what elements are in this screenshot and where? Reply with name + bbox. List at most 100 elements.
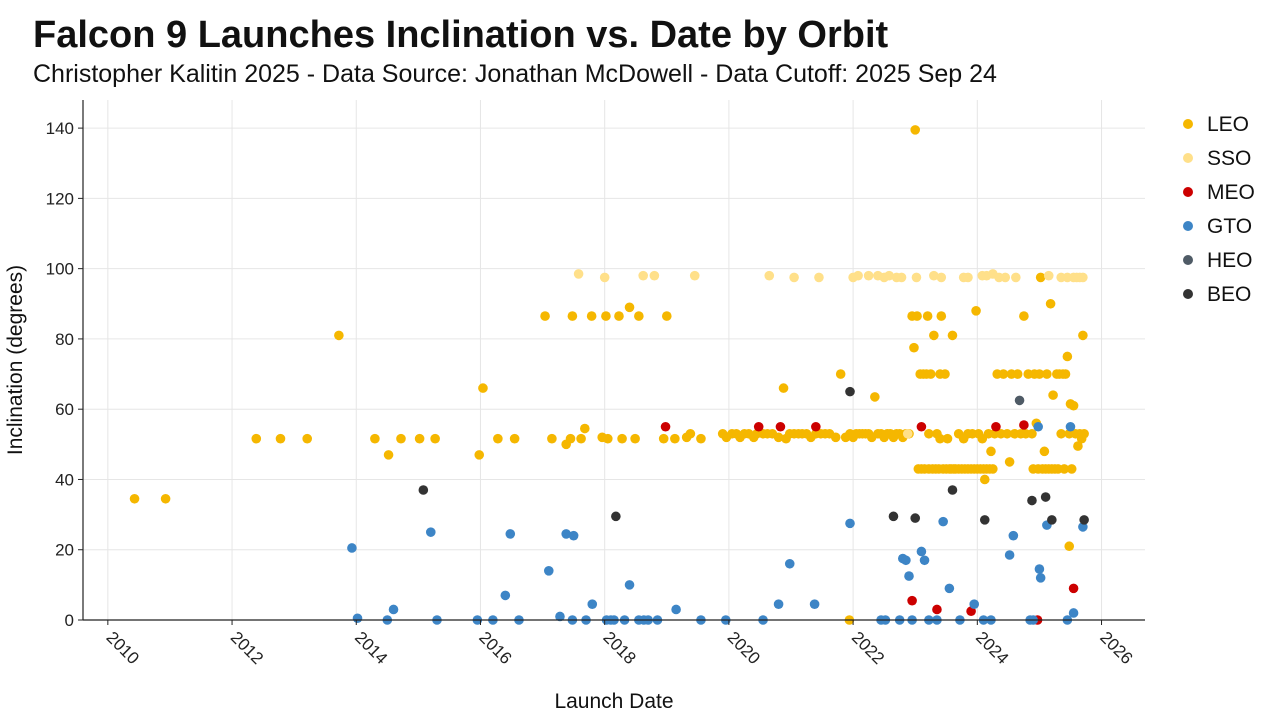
data-point-beo: [1040, 492, 1051, 502]
data-point-sso: [1011, 272, 1021, 283]
data-point-leo: [478, 383, 488, 393]
legend-marker: [1183, 255, 1193, 265]
data-point-sso: [1078, 272, 1088, 283]
data-point-leo: [940, 369, 950, 379]
legend-marker: [1183, 221, 1193, 231]
data-point-leo: [396, 433, 406, 444]
data-point-gto: [904, 571, 914, 581]
legend[interactable]: LEO SSO MEO GTO HEO BEO: [1183, 113, 1255, 306]
data-point-leo: [630, 433, 640, 444]
data-point-leo: [430, 433, 440, 444]
legend-label: HEO: [1207, 249, 1253, 272]
data-point-leo: [685, 428, 696, 439]
legend-item-sso[interactable]: SSO: [1183, 147, 1251, 170]
data-point-beo: [611, 511, 621, 522]
x-tick-label: 2022: [848, 628, 888, 668]
data-point-leo: [1066, 464, 1077, 474]
data-point-leo: [947, 330, 958, 341]
data-point-leo: [1027, 428, 1037, 439]
data-point-meo: [916, 421, 927, 432]
data-point-leo: [129, 493, 140, 504]
y-tick-label: 80: [55, 330, 74, 349]
data-point-leo: [1039, 446, 1050, 457]
data-point-leo: [922, 311, 933, 321]
data-point-gto: [944, 583, 955, 594]
y-axis-label: Inclination (degrees): [4, 265, 27, 455]
data-point-gto: [1033, 421, 1043, 432]
data-point-meo: [991, 421, 1001, 432]
data-point-leo: [1035, 272, 1046, 283]
axes: [82, 100, 1145, 621]
data-point-leo: [634, 311, 644, 321]
x-tick-label: 2018: [599, 628, 639, 668]
y-tick-label: 140: [46, 119, 74, 138]
data-point-sso: [863, 270, 874, 281]
data-point-leo: [1019, 311, 1029, 321]
data-point-leo: [1073, 441, 1083, 451]
legend-item-beo[interactable]: BEO: [1183, 283, 1251, 306]
data-point-gto: [938, 516, 948, 527]
legend-label: SSO: [1207, 147, 1251, 170]
data-point-leo: [251, 433, 262, 444]
data-point-leo: [493, 433, 503, 444]
data-point-meo: [775, 421, 786, 432]
data-point-beo: [979, 515, 990, 525]
data-point-leo: [1045, 298, 1056, 309]
data-point-leo: [1079, 428, 1089, 439]
data-point-leo: [986, 446, 996, 457]
data-point-meo: [753, 421, 764, 432]
legend-marker: [1183, 153, 1193, 163]
data-point-leo: [1002, 428, 1012, 439]
data-point-leo: [576, 433, 586, 444]
x-tick-labels: 2010 2012 2014 2016 2018 2020 2022 2024 2026: [103, 620, 1136, 668]
data-point-sso: [896, 272, 907, 283]
data-point-leo: [302, 433, 313, 444]
x-tick-label: 2012: [227, 628, 267, 668]
legend-label: BEO: [1207, 283, 1251, 306]
data-point-leo: [929, 330, 939, 341]
data-point-sso: [902, 428, 913, 439]
legend-item-heo[interactable]: HEO: [1183, 249, 1253, 272]
y-tick-label: 120: [46, 189, 74, 208]
data-point-gto: [919, 555, 930, 566]
data-point-leo: [540, 311, 550, 321]
data-point-gto: [773, 599, 784, 609]
data-point-leo: [942, 433, 953, 444]
data-point-leo: [1034, 369, 1045, 379]
data-point-leo: [1056, 428, 1066, 439]
data-point-leo: [971, 306, 981, 316]
data-point-leo: [160, 493, 171, 504]
data-point-leo: [912, 311, 922, 321]
data-point-gto: [916, 546, 927, 557]
data-point-beo: [1079, 515, 1089, 525]
data-point-sso: [1043, 270, 1054, 281]
data-point-leo: [1059, 464, 1070, 474]
data-point-leo: [936, 311, 947, 321]
legend-item-meo[interactable]: MEO: [1183, 181, 1255, 204]
legend-item-leo[interactable]: LEO: [1183, 113, 1249, 136]
data-point-gto: [1035, 573, 1046, 583]
x-tick-label: 2024: [972, 628, 1012, 668]
data-point-sso: [936, 272, 947, 283]
data-point-leo: [414, 433, 425, 444]
data-point-leo: [580, 423, 590, 434]
legend-item-gto[interactable]: GTO: [1183, 215, 1252, 238]
data-point-leo: [565, 433, 576, 444]
legend-label: MEO: [1207, 181, 1255, 204]
data-point-gto: [1008, 530, 1019, 541]
y-tick-label: 20: [55, 541, 74, 560]
data-point-sso: [764, 270, 775, 281]
data-point-beo: [947, 485, 958, 495]
data-point-sso: [814, 272, 824, 283]
data-point-leo: [658, 433, 669, 444]
data-point-gto: [969, 599, 980, 609]
legend-marker: [1183, 289, 1193, 299]
data-point-gto: [1065, 421, 1076, 432]
data-point-gto: [505, 529, 516, 539]
legend-marker: [1183, 119, 1193, 129]
x-tick-label: 2020: [724, 628, 764, 668]
data-point-sso: [1000, 272, 1011, 283]
data-point-leo: [773, 432, 784, 443]
y-tick-label: 100: [46, 260, 74, 279]
